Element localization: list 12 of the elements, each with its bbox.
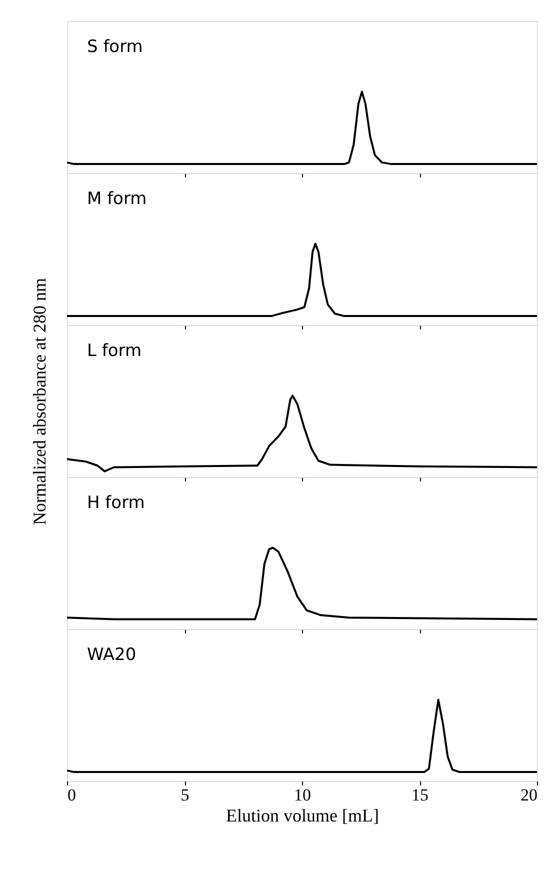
text: H form: [87, 493, 145, 513]
x-tick-label: 15: [412, 786, 428, 804]
x-tick-label: 10: [294, 786, 311, 804]
text: L form: [87, 341, 142, 361]
text: S form: [87, 37, 143, 57]
x-tick-label: 0: [68, 786, 76, 804]
x-tick-label: 5: [180, 786, 190, 804]
x-tick-label: 20: [520, 786, 538, 804]
x-axis-title: Elution volume [mL]: [226, 806, 379, 826]
text: M form: [87, 189, 147, 209]
text: WA20: [87, 645, 136, 665]
y-axis-title: Normalized absorbance at 280 nm: [30, 278, 50, 525]
